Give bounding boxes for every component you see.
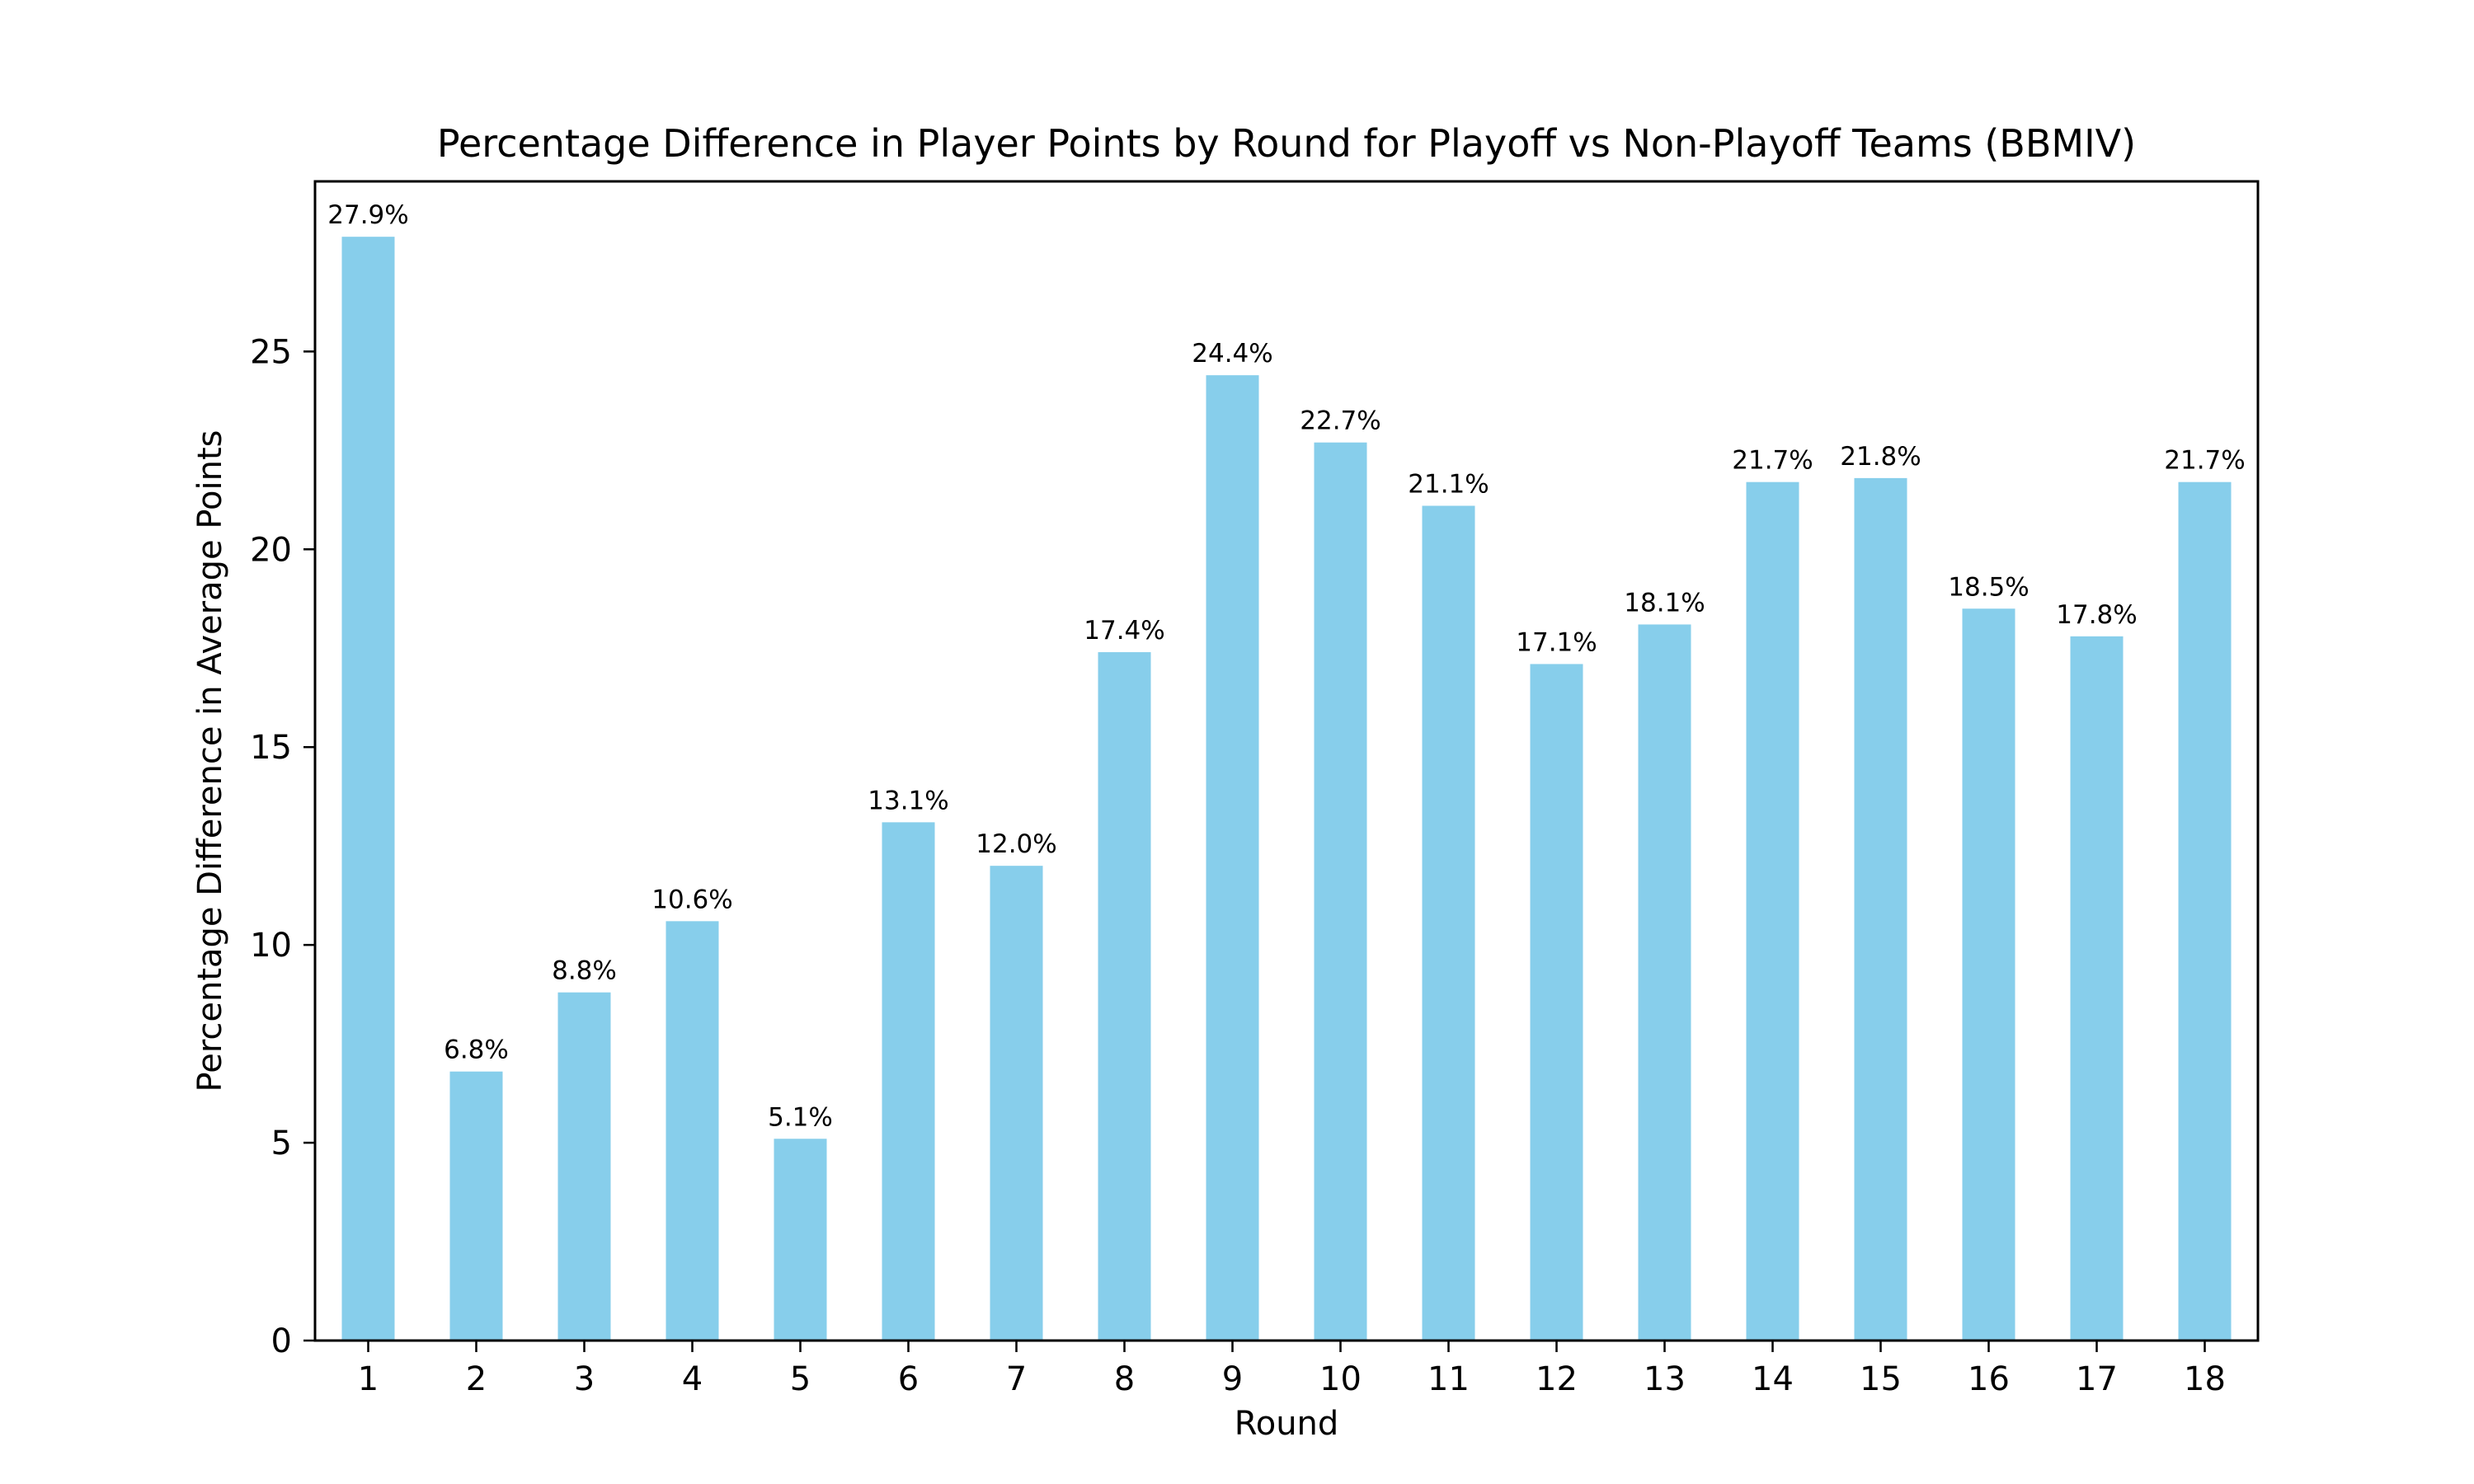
x-axis: 1 2 3 4 5 6 7 8 9 10 11 12 13 14 15 16 17 18 [358,1341,2226,1398]
x-tick-label-18: 18 [2184,1360,2226,1398]
data-label-round-12: 17.1% [1516,627,1597,657]
bar-round-16 [1962,608,2015,1341]
data-label-round-3: 8.8% [552,956,617,986]
bar-round-3 [557,992,611,1341]
x-tick-label-10: 10 [1319,1360,1362,1398]
y-axis-title: Percentage Difference in Average Points [191,430,229,1092]
bar-round-1 [341,237,395,1341]
data-labels-layer: 27.9% 6.8% 8.8% 10.6% 5.1% 13.1% 12.0% 17.4% 24.… [327,200,2245,1132]
data-label-round-11: 21.1% [1408,469,1489,499]
y-tick-label-0: 0 [271,1322,292,1360]
bar-round-18 [2178,481,2232,1341]
x-tick-label-6: 6 [898,1360,919,1398]
bar-round-13 [1638,624,1691,1341]
x-tick-label-7: 7 [1006,1360,1027,1398]
x-tick-label-4: 4 [682,1360,703,1398]
data-label-round-6: 13.1% [868,786,948,815]
x-tick-label-15: 15 [1860,1360,1902,1398]
y-tick-label-25: 25 [250,333,292,371]
bar-round-4 [666,921,719,1341]
bar-round-7 [990,866,1043,1341]
plot-area [313,180,2260,1342]
bar-round-11 [1422,505,1475,1341]
y-tick-label-5: 5 [271,1125,292,1162]
x-tick-label-8: 8 [1114,1360,1135,1398]
bar-round-15 [1854,477,1907,1341]
data-label-round-17: 17.8% [2056,600,2137,630]
bar-round-17 [2070,636,2124,1341]
chart-title: Percentage Difference in Player Points b… [437,121,2136,166]
bar-round-5 [774,1139,827,1341]
x-tick-label-9: 9 [1222,1360,1243,1398]
x-tick-label-16: 16 [1968,1360,2010,1398]
title-layer: Percentage Difference in Player Points b… [437,121,2136,166]
data-label-round-4: 10.6% [651,885,732,914]
x-axis-title: Round [1235,1405,1339,1443]
x-tick-label-17: 17 [2076,1360,2118,1398]
bars-layer [341,237,2232,1341]
y-tick-label-20: 20 [250,531,292,569]
bar-round-9 [1206,375,1259,1341]
x-tick-label-11: 11 [1427,1360,1470,1398]
bar-round-2 [449,1071,503,1341]
bar-round-10 [1314,442,1367,1341]
x-tick-label-3: 3 [574,1360,595,1398]
y-tick-label-15: 15 [250,729,292,767]
bar-round-12 [1530,664,1583,1341]
data-label-round-5: 5.1% [768,1102,833,1132]
data-label-round-7: 12.0% [976,829,1056,859]
y-axis: 0 5 10 15 20 25 [250,333,315,1360]
x-tick-label-13: 13 [1644,1360,1686,1398]
y-tick-label-10: 10 [250,927,292,965]
plot-frame [313,180,2260,1342]
data-label-round-18: 21.7% [2164,446,2245,476]
x-tick-label-14: 14 [1752,1360,1794,1398]
axis-titles-layer: Round Percentage Difference in Average P… [191,430,1338,1443]
data-label-round-8: 17.4% [1084,616,1164,646]
data-label-round-14: 21.7% [1732,446,1813,476]
data-label-round-9: 24.4% [1192,339,1272,369]
data-label-round-15: 21.8% [1840,442,1921,472]
data-label-round-2: 6.8% [444,1036,509,1065]
x-tick-label-12: 12 [1536,1360,1578,1398]
bar-round-8 [1098,652,1151,1341]
bar-round-6 [882,822,935,1341]
data-label-round-10: 22.7% [1300,406,1380,436]
x-tick-label-2: 2 [466,1360,487,1398]
data-label-round-1: 27.9% [327,200,408,230]
x-tick-label-1: 1 [358,1360,379,1398]
x-tick-label-5: 5 [790,1360,811,1398]
bar-round-14 [1746,481,1799,1341]
data-label-round-16: 18.5% [1948,572,2029,602]
data-label-round-13: 18.1% [1624,588,1705,618]
